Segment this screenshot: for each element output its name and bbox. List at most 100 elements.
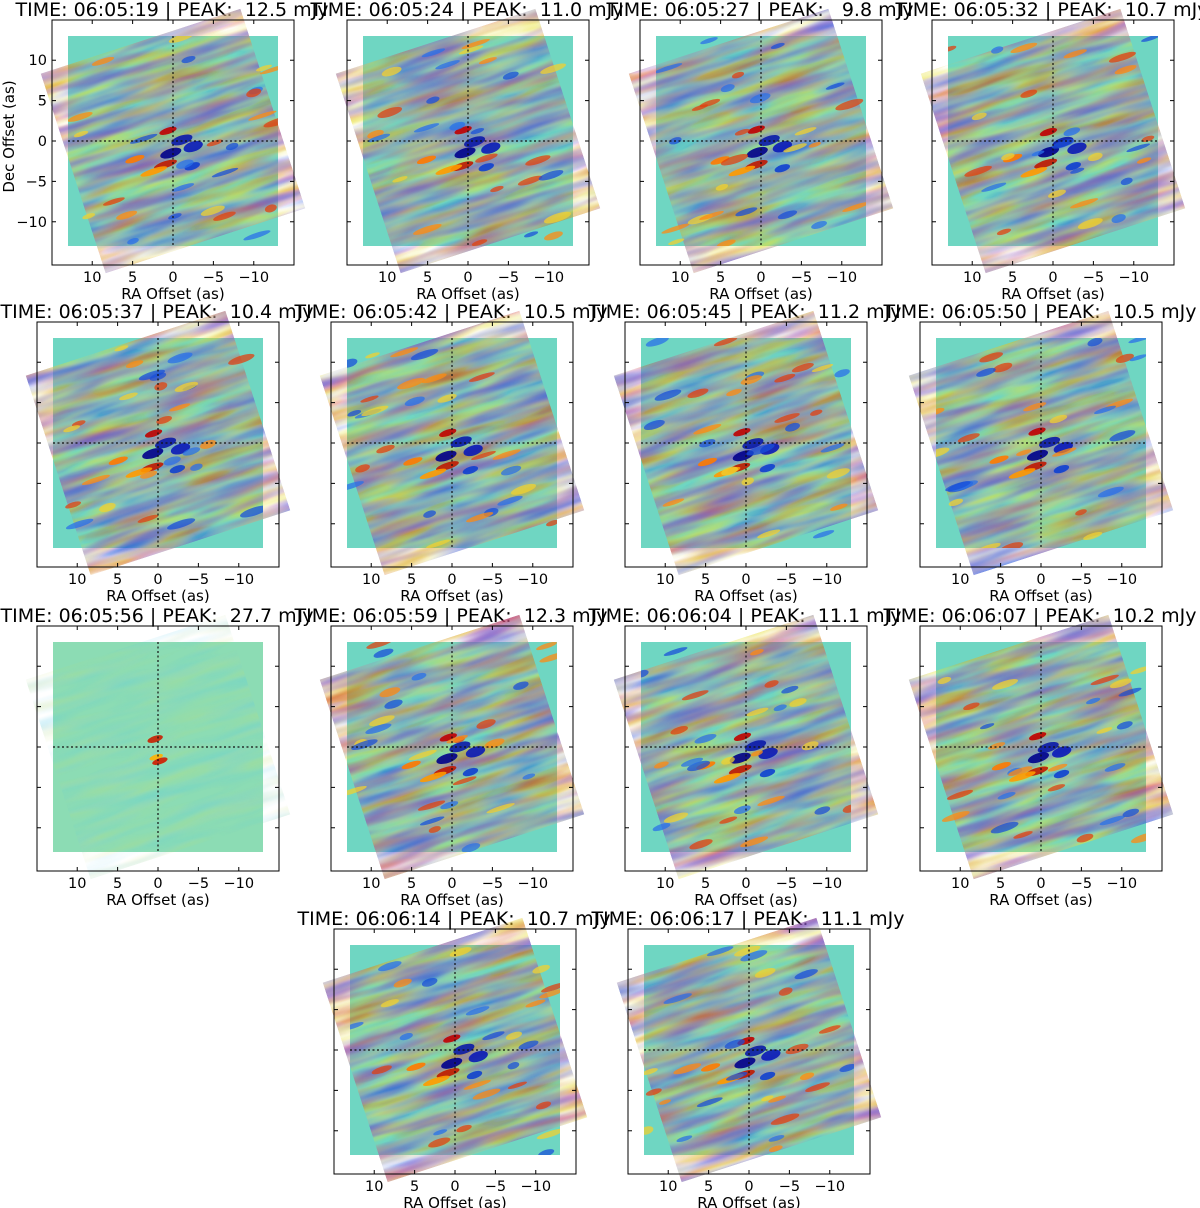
noise-streak xyxy=(91,56,115,66)
noise-streak xyxy=(715,183,729,191)
panel-title: TIME: 06:05:42 | PEAK: 10.5 mJy xyxy=(294,301,608,323)
noise-streak xyxy=(835,98,864,111)
source-blob xyxy=(1038,436,1061,448)
panel-title: TIME: 06:05:32 | PEAK: 10.7 mJy xyxy=(895,0,1200,21)
panel-title: TIME: 06:06:07 | PEAK: 10.2 mJy xyxy=(883,605,1197,627)
noise-streak xyxy=(785,422,800,432)
noise-streak xyxy=(1086,697,1101,705)
noise-streak xyxy=(1104,763,1126,772)
noise-streak xyxy=(656,63,683,74)
noise-streak xyxy=(1120,177,1133,186)
noise-streak xyxy=(475,153,498,163)
noise-streak xyxy=(750,750,763,757)
noise-streak xyxy=(243,230,271,241)
noise-streak xyxy=(1063,127,1081,137)
noise-streak xyxy=(720,154,749,166)
noise-streak xyxy=(378,961,402,972)
noise-streak xyxy=(119,392,138,401)
noise-streak xyxy=(522,773,536,780)
noise-streak xyxy=(948,498,963,507)
noise-streak xyxy=(367,133,391,143)
noise-streak xyxy=(770,1113,800,1125)
noise-streak xyxy=(518,1040,539,1050)
noise-streak xyxy=(1047,763,1068,772)
noise-streak xyxy=(740,950,768,962)
x-tick-label: −5 xyxy=(776,876,797,892)
noise-streak xyxy=(1111,214,1126,223)
noise-streak xyxy=(486,803,515,814)
source-blob xyxy=(454,147,476,159)
x-axis-label: RA Offset (as) xyxy=(709,285,812,303)
y-tick-label: 10 xyxy=(29,53,47,69)
noise-streak xyxy=(808,142,822,148)
source-blobs xyxy=(68,36,278,245)
x-tick-label: −10 xyxy=(811,876,842,892)
panel-title: TIME: 06:05:24 | PEAK: 11.0 mJy xyxy=(310,0,624,21)
noise-streak xyxy=(68,112,93,122)
heatmap-panel: TIME: 06:05:27 | PEAK: 9.8 mJy 10 5 0 −5 −10 R… xyxy=(606,0,914,303)
noise-streak xyxy=(437,393,457,403)
noise-streak xyxy=(543,211,572,224)
noise-streak xyxy=(541,982,560,993)
x-tick-label: 5 xyxy=(704,1179,713,1195)
noise-streak xyxy=(1116,721,1133,730)
noise-streak xyxy=(1052,447,1077,457)
noise-streak xyxy=(663,993,692,1004)
noise-streak xyxy=(373,648,394,658)
noise-streak xyxy=(1122,808,1140,818)
source-blob xyxy=(125,155,145,164)
noise-streak xyxy=(1016,449,1032,457)
noise-streak xyxy=(773,704,787,712)
noise-streak xyxy=(390,347,419,358)
x-tick-label: 5 xyxy=(423,270,432,286)
noise-streak xyxy=(820,443,845,453)
noise-streak xyxy=(466,512,494,523)
noise-streak xyxy=(392,176,408,183)
noise-streak xyxy=(818,1025,841,1034)
noise-streak xyxy=(757,529,781,539)
source-blob xyxy=(435,164,463,175)
x-tick-label: 5 xyxy=(996,572,1005,588)
noise-streak xyxy=(168,213,182,220)
source-blob xyxy=(441,1057,463,1069)
noise-streak xyxy=(716,239,736,246)
noise-streak xyxy=(200,205,225,216)
noise-streak xyxy=(826,468,850,479)
x-tick-label: 10 xyxy=(659,1179,677,1195)
noise-streak xyxy=(644,1126,654,1135)
noise-streak xyxy=(259,64,278,75)
noise-streak xyxy=(1013,831,1033,839)
noise-streak xyxy=(1108,51,1137,63)
noise-streak xyxy=(645,1088,662,1096)
x-tick-label: 10 xyxy=(365,1179,383,1195)
noise-streak xyxy=(721,756,735,765)
noise-streak xyxy=(419,816,445,826)
noise-streak xyxy=(735,207,758,217)
noise-streak xyxy=(463,1080,491,1090)
noise-streak xyxy=(991,46,1004,54)
heatmap-panel: TIME: 06:05:56 | PEAK: 27.7 mJy 10 5 0 −5 −10… xyxy=(0,605,313,909)
noise-streak xyxy=(654,389,682,401)
source-blob xyxy=(450,436,472,448)
x-axis-label: RA Offset (as) xyxy=(106,587,209,605)
source-blob xyxy=(466,1070,483,1080)
noise-streak xyxy=(1129,354,1146,362)
source-blob xyxy=(1020,167,1048,178)
noise-streak xyxy=(465,1006,490,1016)
source-blob xyxy=(989,455,1009,464)
noise-streak xyxy=(497,495,523,506)
heatmap-panel: TIME: 06:06:14 | PEAK: 10.7 mJy 10 5 0 −5 −10… xyxy=(297,908,611,1208)
source-blob xyxy=(759,464,776,473)
x-axis-label: RA Offset (as) xyxy=(697,1194,800,1208)
x-tick-label: 10 xyxy=(951,572,969,588)
noise-streak xyxy=(190,463,203,471)
noise-streak xyxy=(992,679,1019,690)
source-blob xyxy=(1026,449,1049,461)
noise-streak xyxy=(248,110,277,121)
x-axis-label: RA Offset (as) xyxy=(694,587,797,605)
noise-streak xyxy=(213,211,236,221)
x-tick-label: −10 xyxy=(238,270,269,286)
x-tick-label: −10 xyxy=(517,572,548,588)
panel-title: TIME: 06:06:17 | PEAK: 11.1 mJy xyxy=(591,908,905,930)
noise-streak xyxy=(116,210,138,220)
